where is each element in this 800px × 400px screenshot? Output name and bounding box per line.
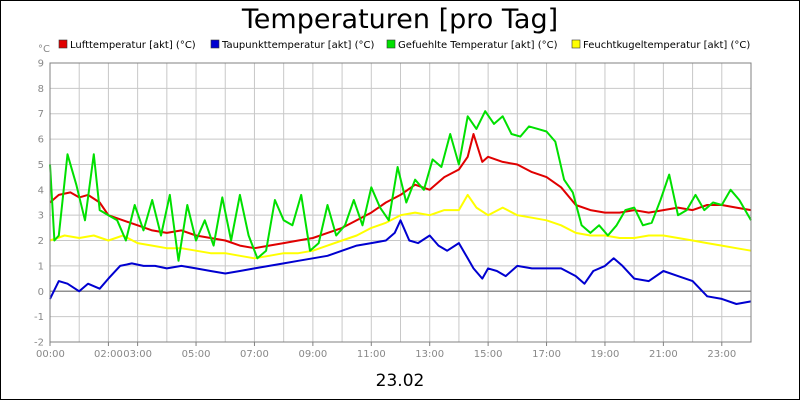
x-tick-label: 13:00 — [415, 349, 444, 360]
series-line-3 — [49, 193, 752, 260]
x-tick-label: 07:00 — [240, 349, 269, 360]
legend-label: Taupunkttemperatur [akt] (°C) — [221, 40, 374, 51]
y-tick-label: 7 — [38, 109, 44, 120]
y-tick-label: 2 — [38, 236, 44, 247]
y-tick-label: 4 — [38, 185, 44, 196]
chart-title: Temperaturen [pro Tag] — [241, 4, 558, 35]
y-tick-label: 8 — [38, 84, 44, 95]
y-tick-label: -2 — [34, 338, 44, 349]
x-tick-label: 05:00 — [182, 349, 211, 360]
x-tick-label: 00:00 — [36, 349, 65, 360]
plot-border — [49, 62, 752, 343]
legend-item: Taupunkttemperatur [akt] (°C) — [210, 39, 374, 51]
y-tick-label: 3 — [38, 211, 44, 222]
legend-label: Lufttemperatur [akt] (°C) — [70, 40, 196, 51]
x-tick-label: 21:00 — [649, 349, 678, 360]
y-tick-label: 0 — [38, 287, 44, 298]
x-tick-label: 03:00 — [123, 349, 152, 360]
y-axis-ticks: -2 -1 0 1 2 3 4 5 6 7 8 9 — [34, 59, 44, 349]
x-tick-label: 09:00 — [298, 349, 327, 360]
legend-swatch — [210, 39, 220, 49]
x-tick-label: 19:00 — [591, 349, 620, 360]
legend-swatch — [58, 39, 68, 49]
legend-item: Gefuehlte Temperatur [akt] (°C) — [386, 39, 558, 51]
legend-item: Lufttemperatur [akt] (°C) — [58, 39, 196, 51]
date-label: 23.02 — [376, 371, 425, 391]
x-tick-label: 02:00 — [94, 349, 123, 360]
legend-label: Feuchtkugeltemperatur [akt] (°C) — [583, 40, 750, 51]
legend-swatch — [386, 39, 396, 49]
series-lines — [49, 110, 752, 305]
series-line-2 — [49, 110, 752, 262]
y-tick-label: 9 — [38, 59, 44, 70]
y-tick-label: -1 — [34, 312, 44, 323]
x-tick-label: 17:00 — [532, 349, 561, 360]
x-tick-label: 11:00 — [357, 349, 386, 360]
y-tick-label: 6 — [38, 135, 44, 146]
x-tick-label: 15:00 — [474, 349, 503, 360]
x-axis-ticks: 00:00 02:00 03:00 05:00 07:00 09:00 11:00 13:00… — [36, 342, 736, 360]
y-tick-label: 5 — [38, 160, 44, 171]
y-tick-label: 1 — [38, 261, 44, 272]
y-axis-unit: °C — [38, 44, 50, 55]
x-tick-label: 23:00 — [707, 349, 736, 360]
legend: Lufttemperatur [akt] (°C) Taupunkttempera… — [58, 39, 750, 51]
legend-label: Gefuehlte Temperatur [akt] (°C) — [398, 40, 558, 51]
legend-item: Feuchtkugeltemperatur [akt] (°C) — [571, 39, 750, 51]
legend-swatch — [571, 39, 581, 49]
series-line-1 — [49, 219, 752, 305]
